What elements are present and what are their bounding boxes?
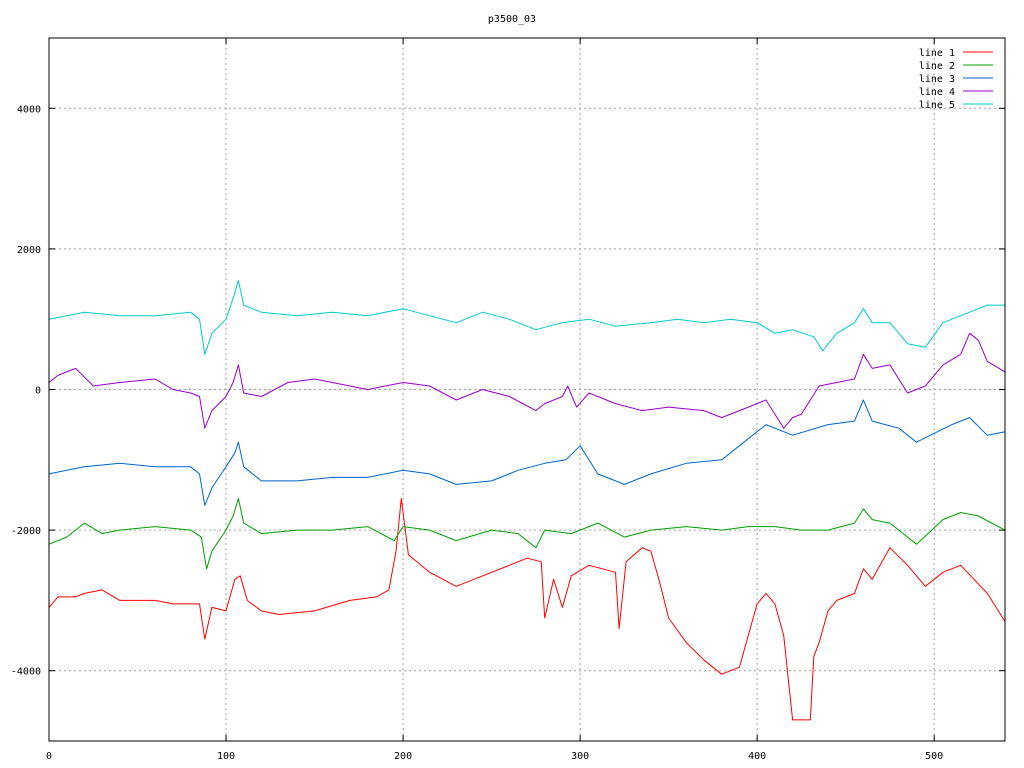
x-tick-label: 500 (925, 751, 943, 762)
x-tick-label: 300 (571, 751, 589, 762)
series-layer (48, 280, 1006, 721)
x-tick-label: 100 (217, 751, 235, 762)
x-tick-label: 0 (46, 751, 52, 762)
chart-title: p3500_03 (488, 14, 536, 25)
series-line-3 (48, 399, 1006, 506)
legend-label: line 4 (919, 87, 955, 98)
grid (49, 38, 1005, 741)
y-tick-label: 0 (35, 386, 41, 397)
legend-label: line 2 (919, 61, 955, 72)
legend-label: line 5 (919, 100, 955, 111)
legend-label: line 3 (919, 74, 955, 85)
y-tick-label: -2000 (11, 526, 41, 537)
legend-label: line 1 (919, 48, 955, 59)
series-line-4 (48, 332, 1006, 429)
x-tick-label: 400 (748, 751, 766, 762)
y-tick-label: -4000 (11, 667, 41, 678)
y-tick-label: 4000 (17, 104, 41, 115)
plot-frame (48, 37, 1006, 742)
series-line-2 (48, 498, 1006, 570)
legend: line 1 line 2 line 3 line 4 line 5 (919, 48, 993, 111)
series-line-5 (48, 280, 1005, 355)
series-line-1 (48, 498, 1006, 721)
y-tick-label: 2000 (17, 245, 41, 256)
axes: 0 100 200 300 400 500 -4000 -2000 0 2000 4000 (11, 38, 1005, 762)
x-tick-label: 200 (394, 751, 412, 762)
